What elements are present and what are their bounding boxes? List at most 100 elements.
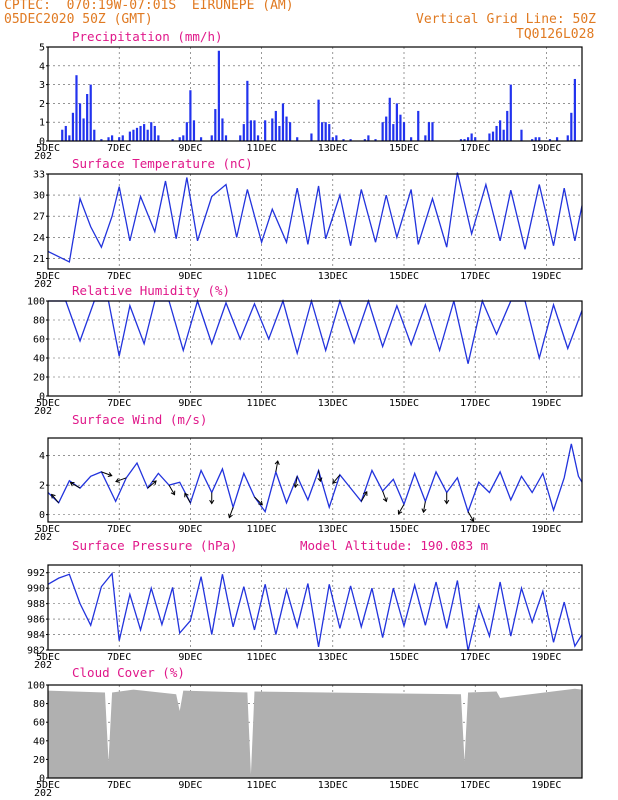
precip-bar [288, 122, 292, 141]
grid-line-note: Vertical Grid Line: 50Z [416, 12, 597, 27]
cloud-xtick-label: 17DEC [460, 780, 490, 791]
precip-bar [349, 139, 352, 141]
precip-bar [538, 137, 541, 141]
wind-xtick-label: 13DEC [318, 524, 348, 535]
wind-arrow [70, 482, 81, 489]
humidity-xtick-label: 5DEC [36, 398, 60, 409]
precip-bar [388, 97, 391, 141]
wind-arrow [294, 476, 298, 488]
precip-bar [185, 122, 188, 141]
cloud-xtick-label: 15DEC [389, 780, 419, 791]
temp-ytick-label: 30 [33, 191, 45, 202]
precip-bar [61, 129, 64, 141]
precip-bar [573, 78, 576, 141]
wind-title: Surface Wind (m/s) [72, 412, 207, 427]
precip-bar [385, 116, 388, 141]
precip-bar [153, 125, 156, 141]
precip-xtick-label: 7DEC [107, 143, 131, 154]
pressure-ytick-label: 988 [27, 599, 45, 610]
cloud-ytick-label: 60 [33, 718, 45, 729]
precip-bar [381, 122, 384, 141]
wind-arrow-head [115, 478, 120, 483]
cloud-ytick-label: 80 [33, 699, 45, 710]
wind-arrow [254, 496, 263, 506]
precip-bar [548, 139, 552, 141]
wind-arrow-head [152, 480, 157, 485]
cloud-ytick-label: 0 [39, 774, 45, 785]
wind-arrow [275, 460, 279, 472]
precip-bar [249, 120, 253, 141]
precip-bar [466, 137, 470, 141]
temp-title: Surface Temperature (nC) [72, 156, 253, 171]
wind-arrow-head [421, 508, 427, 514]
humidity-xtick-label: 13DEC [318, 398, 348, 409]
cloud-title: Cloud Cover (%) [72, 665, 185, 680]
precip-bar [410, 137, 413, 141]
wind-xtick-label: 17DEC [460, 524, 490, 535]
wind-year-label: 202 [34, 532, 52, 543]
precip-bar [189, 90, 192, 141]
pressure-line [47, 571, 583, 651]
pressure-xtick-label: 5DEC [36, 652, 60, 663]
precip-bar [93, 129, 96, 141]
precip-bar [253, 120, 256, 141]
precip-xtick-label: 11DEC [247, 143, 277, 154]
wind-arrow-head [170, 490, 176, 496]
wind-frame [47, 437, 583, 523]
temp-year-label: 202 [34, 279, 52, 290]
precip-bar [367, 135, 370, 141]
humidity-xtick-label: 7DEC [107, 398, 131, 409]
model-id: TQ0126L028 [516, 27, 595, 42]
precip-bar [135, 127, 139, 141]
precip-bar [331, 137, 334, 141]
humidity-xtick-label: 11DEC [247, 398, 277, 409]
wind-arrow-head [469, 517, 475, 523]
precip-bar [217, 50, 220, 142]
temp-xtick-label: 15DEC [389, 271, 419, 282]
wind-xtick-label: 9DEC [178, 524, 202, 535]
run-time-header: 05DEC2020 50Z (GMT) [4, 12, 153, 27]
wind-arrow-head [317, 477, 323, 483]
wind-xtick-label: 5DEC [36, 524, 60, 535]
humidity-xtick-label: 15DEC [389, 398, 419, 409]
precip-bar [146, 129, 149, 141]
humidity-frame [47, 300, 583, 397]
precip-bar [328, 124, 331, 141]
precip-bar [531, 139, 534, 141]
pressure-xtick-label: 9DEC [178, 652, 202, 663]
precip-bar [495, 125, 498, 141]
pressure-ytick-label: 984 [27, 630, 45, 641]
wind-line [47, 443, 583, 514]
precip-bar [271, 118, 274, 141]
precip-bar [278, 125, 281, 141]
cloud-ytick-label: 100 [27, 681, 45, 692]
precip-bar [488, 133, 491, 141]
precip-xtick-label: 9DEC [178, 143, 202, 154]
precip-bar [402, 122, 406, 141]
wind-arrow [184, 493, 191, 504]
precip-ytick-label: 2 [39, 99, 45, 110]
precip-bar [89, 84, 92, 141]
wind-arrow-head [274, 460, 280, 465]
humidity-ytick-label: 80 [33, 316, 45, 327]
precip-bar [509, 84, 512, 141]
precip-bar [424, 135, 427, 141]
cloud-frame [47, 684, 583, 779]
precip-bar [555, 137, 559, 141]
wind-arrow-head [258, 500, 263, 506]
temp-xtick-label: 13DEC [318, 271, 348, 282]
pressure-frame [47, 564, 583, 651]
pressure-xtick-label: 15DEC [389, 652, 419, 663]
temp-xtick-label: 7DEC [107, 271, 131, 282]
precip-bar [310, 133, 313, 141]
temp-frame [47, 173, 583, 270]
cloud-ytick-label: 20 [33, 755, 45, 766]
temp-ytick-label: 33 [33, 170, 45, 181]
precip-bar [210, 135, 213, 141]
humidity-xtick-label: 17DEC [460, 398, 490, 409]
wind-arrow [115, 477, 127, 483]
precip-bar [256, 135, 260, 141]
precip-bar [296, 137, 299, 141]
